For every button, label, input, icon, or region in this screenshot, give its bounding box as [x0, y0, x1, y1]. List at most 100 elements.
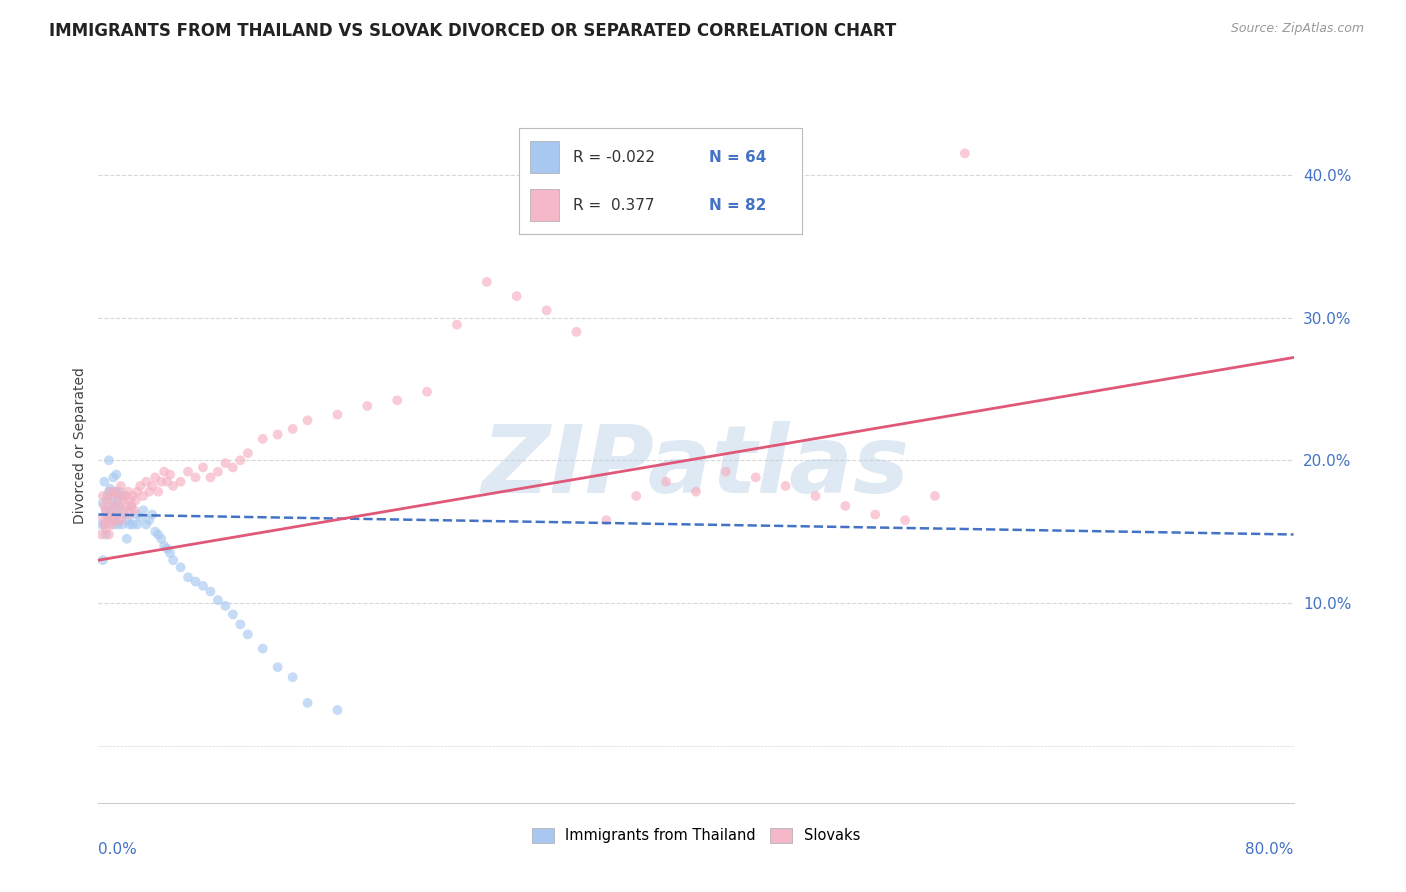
- Point: [108, 489, 131, 503]
- Point: [121, 517, 143, 532]
- Point: [96, 489, 118, 503]
- Text: 0.0%: 0.0%: [98, 842, 138, 857]
- Point: [105, 467, 128, 482]
- Point: [595, 513, 617, 527]
- Point: [143, 524, 166, 539]
- Point: [112, 506, 135, 520]
- Point: [143, 470, 166, 484]
- Point: [446, 318, 468, 332]
- Point: [105, 484, 128, 499]
- Point: [156, 475, 179, 489]
- Point: [96, 493, 118, 508]
- Point: [98, 484, 122, 499]
- Point: [97, 527, 120, 541]
- Point: [356, 399, 378, 413]
- Point: [297, 413, 319, 427]
- Point: [132, 503, 155, 517]
- Point: [120, 499, 142, 513]
- Point: [104, 484, 127, 499]
- Point: [94, 503, 117, 517]
- Point: [214, 599, 236, 613]
- Point: [91, 496, 114, 510]
- Point: [101, 513, 124, 527]
- Text: R =  0.377: R = 0.377: [572, 198, 654, 213]
- Point: [565, 325, 588, 339]
- Point: [118, 517, 141, 532]
- Point: [121, 489, 143, 503]
- Point: [177, 465, 200, 479]
- Point: [98, 503, 122, 517]
- Point: [91, 553, 114, 567]
- Point: [834, 499, 856, 513]
- Point: [101, 517, 124, 532]
- Point: [714, 465, 737, 479]
- Text: 80.0%: 80.0%: [1246, 842, 1294, 857]
- Point: [138, 484, 160, 499]
- Point: [97, 484, 120, 499]
- Point: [191, 579, 214, 593]
- Point: [129, 479, 152, 493]
- Text: R = -0.022: R = -0.022: [572, 150, 655, 165]
- Point: [416, 384, 439, 399]
- Point: [267, 427, 290, 442]
- Point: [141, 508, 163, 522]
- Point: [115, 499, 138, 513]
- Legend: Immigrants from Thailand, Slovaks: Immigrants from Thailand, Slovaks: [526, 822, 866, 849]
- Point: [626, 489, 648, 503]
- Point: [107, 499, 129, 513]
- Y-axis label: Divorced or Separated: Divorced or Separated: [73, 368, 87, 524]
- Point: [127, 517, 149, 532]
- Point: [775, 479, 797, 493]
- Point: [156, 541, 179, 556]
- Point: [117, 484, 139, 499]
- Point: [148, 527, 170, 541]
- Point: [924, 489, 946, 503]
- Point: [111, 517, 134, 532]
- Point: [108, 484, 131, 499]
- Point: [184, 470, 207, 484]
- Point: [93, 475, 115, 489]
- Point: [326, 408, 349, 422]
- Point: [207, 593, 229, 607]
- Point: [104, 513, 127, 527]
- Point: [103, 499, 125, 513]
- Point: [222, 460, 245, 475]
- Point: [169, 560, 191, 574]
- Point: [252, 641, 274, 656]
- Point: [91, 510, 114, 524]
- Point: [125, 508, 148, 522]
- Text: Source: ZipAtlas.com: Source: ZipAtlas.com: [1230, 22, 1364, 36]
- Text: N = 82: N = 82: [709, 198, 766, 213]
- Point: [93, 517, 115, 532]
- Point: [385, 393, 409, 408]
- Point: [252, 432, 274, 446]
- Point: [103, 470, 125, 484]
- Point: [229, 617, 252, 632]
- Point: [110, 510, 132, 524]
- Point: [169, 475, 191, 489]
- Point: [655, 475, 678, 489]
- Point: [214, 456, 236, 470]
- Point: [236, 627, 259, 641]
- Point: [138, 513, 160, 527]
- Point: [150, 475, 173, 489]
- Point: [281, 670, 304, 684]
- Point: [153, 539, 176, 553]
- Point: [804, 489, 827, 503]
- Point: [110, 489, 132, 503]
- Point: [135, 517, 157, 532]
- Point: [297, 696, 319, 710]
- Point: [108, 499, 131, 513]
- Point: [94, 527, 117, 541]
- Point: [115, 532, 138, 546]
- Point: [111, 493, 134, 508]
- Point: [96, 513, 118, 527]
- Point: [107, 517, 129, 532]
- Point: [110, 479, 132, 493]
- Point: [105, 508, 128, 522]
- Point: [135, 475, 157, 489]
- Point: [110, 513, 132, 527]
- Point: [94, 522, 117, 536]
- Point: [90, 527, 112, 541]
- Point: [148, 484, 170, 499]
